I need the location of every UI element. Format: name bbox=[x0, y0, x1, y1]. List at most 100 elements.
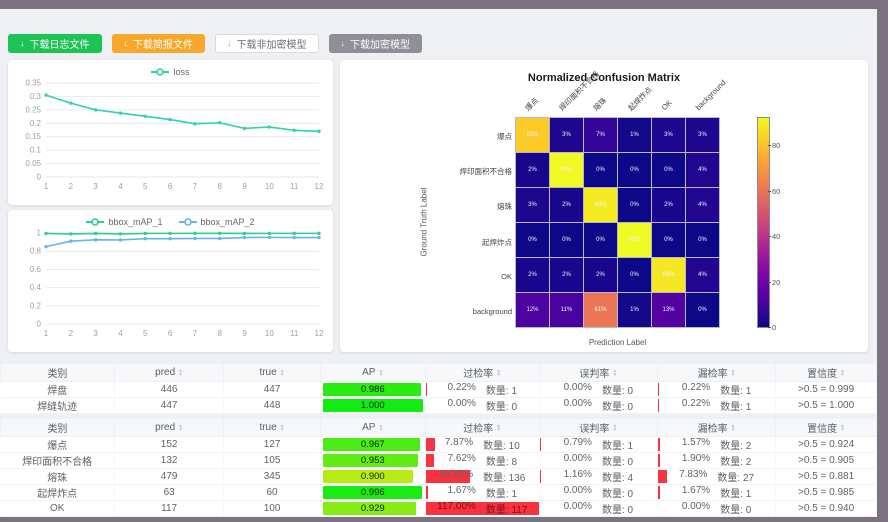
column-header-miss[interactable]: 漏检率 ▲ ▼ bbox=[656, 363, 777, 382]
cell-over-rate: 1.67% 数量: 1 bbox=[425, 484, 540, 501]
rate-bar bbox=[539, 438, 541, 451]
rate-bar bbox=[657, 454, 661, 467]
table-row: 熔珠 479 345 0.900 39.42% 数量: 136 1.16% 数量: 4 7.83… bbox=[0, 468, 877, 485]
cm-row-label: 爆点 bbox=[497, 132, 512, 141]
rate-bar bbox=[425, 454, 435, 467]
sort-icon[interactable]: ▲ ▼ bbox=[378, 422, 384, 433]
cm-cell: 0% bbox=[652, 223, 685, 257]
cell-miss-rate: 1.67% 数量: 1 bbox=[657, 484, 777, 501]
sort-icon[interactable]: ▲ ▼ bbox=[378, 367, 384, 378]
cm-cell: 11% bbox=[550, 293, 583, 327]
column-header-mis[interactable]: 误判率 ▲ ▼ bbox=[538, 363, 658, 382]
detection-metrics-table: 类别 pred ▲ ▼ true ▲ ▼ AP ▲ ▼ 过检率 ▲ ▼ 误判率 ▲ ▼ 漏检率 ▲ ▼ 置信度 ▲ ▼ 焊盘… bbox=[0, 363, 877, 414]
sort-icon[interactable]: ▲ ▼ bbox=[279, 367, 285, 378]
svg-text:0.35: 0.35 bbox=[25, 79, 41, 88]
column-header-true[interactable]: true ▲ ▼ bbox=[223, 363, 321, 382]
cm-cell: 0% bbox=[550, 223, 583, 257]
cell-over-rate: 7.62% 数量: 8 bbox=[425, 452, 540, 469]
column-header-miss[interactable]: 漏检率 ▲ ▼ bbox=[656, 418, 777, 437]
sort-icon[interactable]: ▲ ▼ bbox=[730, 367, 736, 378]
svg-text:0: 0 bbox=[37, 320, 42, 329]
sort-icon[interactable]: ▲ ▼ bbox=[612, 422, 618, 433]
ap-bar bbox=[322, 438, 420, 451]
legend-item-loss[interactable]: loss bbox=[151, 67, 190, 77]
svg-text:1: 1 bbox=[44, 182, 49, 191]
rate-bar bbox=[657, 438, 660, 451]
cell-confidence: >0.5 = 0.985 bbox=[775, 484, 877, 501]
svg-text:0.3: 0.3 bbox=[30, 92, 42, 101]
ground-truth-axis-label: Ground Truth Label bbox=[419, 187, 429, 257]
sort-icon[interactable]: ▲ ▼ bbox=[279, 422, 285, 433]
defect-metrics-table: 类别 pred ▲ ▼ true ▲ ▼ AP ▲ ▼ 过检率 ▲ ▼ 误判率 ▲ ▼ 漏检率 ▲ ▼ 置信度 ▲ ▼ 爆点… bbox=[0, 418, 877, 517]
download-button-1[interactable]: ↓ 下载日志文件 bbox=[8, 34, 102, 53]
column-header-ap[interactable]: AP ▲ ▼ bbox=[319, 363, 426, 382]
cell-ap: 1.000 bbox=[320, 397, 426, 414]
download-button-2[interactable]: ↓ 下载简报文件 bbox=[111, 34, 205, 53]
svg-text:12: 12 bbox=[315, 182, 324, 191]
column-header-over[interactable]: 过检率 ▲ ▼ bbox=[424, 363, 540, 382]
cm-cell: 2% bbox=[550, 258, 583, 292]
cell-mis-rate: 1.16% 数量: 4 bbox=[539, 468, 658, 485]
rate-bar bbox=[425, 438, 435, 451]
column-header-pred[interactable]: pred ▲ ▼ bbox=[113, 418, 225, 437]
ap-bar bbox=[322, 486, 423, 499]
cell-mis-rate: 0.00% 数量: 0 bbox=[539, 484, 658, 501]
svg-text:3: 3 bbox=[93, 182, 98, 191]
sort-icon[interactable]: ▲ ▼ bbox=[612, 367, 618, 378]
column-header-over[interactable]: 过检率 ▲ ▼ bbox=[424, 418, 540, 437]
cell-true: 447 bbox=[223, 381, 321, 398]
cell-confidence: >0.5 = 1.000 bbox=[775, 397, 877, 414]
ap-bar bbox=[322, 470, 413, 483]
cm-cell: 1% bbox=[618, 293, 651, 327]
legend-item-bbox_mAP_2[interactable]: bbox_mAP_2 bbox=[178, 217, 255, 227]
download-button-3[interactable]: ↓ 下载非加密模型 bbox=[215, 34, 319, 53]
rate-bar bbox=[425, 486, 428, 499]
cell-ap: 0.986 bbox=[320, 381, 426, 398]
cell-true: 100 bbox=[223, 500, 321, 517]
column-header-mis[interactable]: 误判率 ▲ ▼ bbox=[538, 418, 658, 437]
svg-text:3: 3 bbox=[93, 329, 98, 338]
sort-icon[interactable]: ▲ ▼ bbox=[730, 422, 736, 433]
cell-mis-rate: 0.00% 数量: 0 bbox=[539, 500, 658, 517]
sort-icon[interactable]: ▲ ▼ bbox=[840, 422, 846, 433]
loss-line-chart: 00.050.10.150.20.250.30.351 2 3 4 5 6 7 8 9 10 11 1… bbox=[25, 79, 324, 192]
cm-cell: 2% bbox=[584, 258, 617, 292]
cell-class: 熔珠 bbox=[0, 468, 115, 485]
cm-cell: 61% bbox=[584, 293, 617, 327]
table-row: 焊盘 446 447 0.986 0.22% 数量: 1 0.00% 数量: 0 0.22% 数量… bbox=[0, 381, 877, 398]
cm-col-label: 爆点 bbox=[523, 95, 541, 113]
cell-true: 60 bbox=[223, 484, 321, 501]
sort-icon[interactable]: ▲ ▼ bbox=[178, 367, 184, 378]
column-header-ap[interactable]: AP ▲ ▼ bbox=[319, 418, 426, 437]
column-header-pred[interactable]: pred ▲ ▼ bbox=[113, 363, 225, 382]
sort-icon[interactable]: ▲ ▼ bbox=[178, 422, 184, 433]
legend-line-icon bbox=[178, 218, 197, 226]
svg-text:2: 2 bbox=[69, 329, 74, 338]
column-header-conf[interactable]: 置信度 ▲ ▼ bbox=[775, 418, 877, 437]
legend-item-bbox_mAP_1[interactable]: bbox_mAP_1 bbox=[86, 217, 163, 227]
svg-text:1: 1 bbox=[37, 229, 42, 238]
map-line-chart: 00.20.40.60.811 2 3 4 5 6 7 8 9 10 11 12 bbox=[30, 229, 324, 339]
column-header-true[interactable]: true ▲ ▼ bbox=[223, 418, 321, 437]
download-button-4[interactable]: ↓ 下载加密模型 bbox=[328, 34, 422, 53]
cm-cell: 93% bbox=[618, 223, 651, 257]
cell-mis-rate: 0.79% 数量: 1 bbox=[539, 436, 658, 453]
cell-mis-rate: 0.00% 数量: 0 bbox=[539, 452, 658, 469]
cell-class: 起焊炸点 bbox=[0, 484, 115, 501]
svg-text:0.4: 0.4 bbox=[30, 283, 42, 292]
sort-icon[interactable]: ▲ ▼ bbox=[840, 367, 846, 378]
cell-true: 345 bbox=[223, 468, 321, 485]
column-header-conf[interactable]: 置信度 ▲ ▼ bbox=[775, 363, 877, 382]
rate-bar bbox=[657, 399, 659, 412]
prediction-axis-label: Prediction Label bbox=[588, 338, 647, 347]
sort-icon[interactable]: ▲ ▼ bbox=[496, 422, 502, 433]
cm-cell: 1% bbox=[618, 118, 651, 152]
table-row: OK 117 100 0.929 117.00% 数量: 117 0.00% 数量: 0 0.0… bbox=[0, 500, 877, 517]
svg-text:5: 5 bbox=[143, 182, 148, 191]
cell-over-rate: 117.00% 数量: 117 bbox=[425, 500, 540, 517]
cell-miss-rate: 0.22% 数量: 1 bbox=[657, 397, 777, 414]
svg-text:6: 6 bbox=[168, 329, 173, 338]
sort-icon[interactable]: ▲ ▼ bbox=[496, 367, 502, 378]
svg-text:0.1: 0.1 bbox=[30, 146, 42, 155]
rate-bar bbox=[657, 383, 659, 396]
